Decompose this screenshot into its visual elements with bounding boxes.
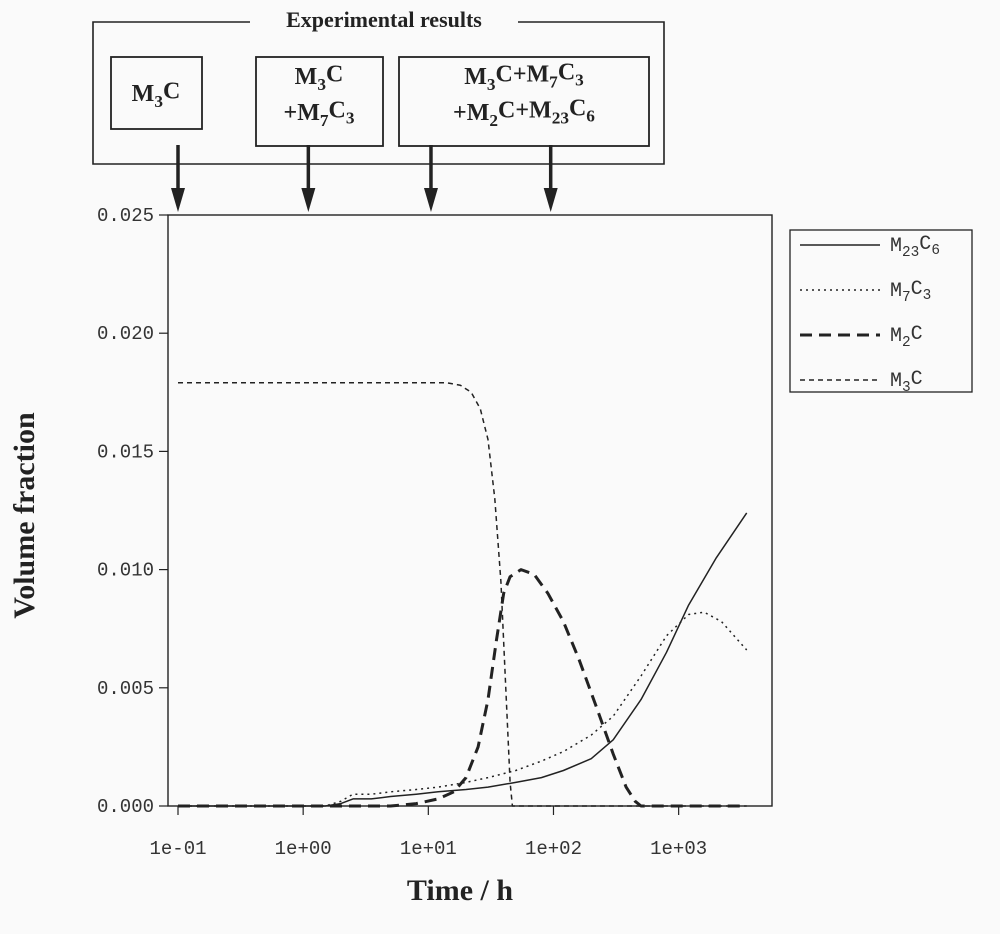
annotation-title: Experimental results [286,7,482,32]
x-tick-label: 1e+02 [525,838,582,860]
series-line-0 [178,512,748,807]
legend-label: M3C [890,368,923,396]
legend-label: M7C3 [890,278,931,306]
arrow-head-icon [423,188,438,212]
phase-box-text: M3C [132,79,181,111]
x-tick-label: 1e+03 [650,838,707,860]
phase-box-text: M3C [295,62,344,94]
experimental-results-annotation: Experimental resultsM3CM3C+M7C3M3C+M7C3+… [92,7,665,212]
series-line-3 [178,382,747,807]
legend-label: M2C [890,323,923,351]
x-tick-label: 1e+00 [275,838,332,860]
annotation-bracket [92,21,665,165]
x-tick-label: 1e-01 [149,838,206,860]
y-tick-label: 0.020 [97,323,154,345]
legend: M23C6 M7C3 M2C M3C [789,229,973,396]
phase-box-3 [398,56,650,147]
phase-box-text: +M2C+M23C6 [453,95,595,130]
arrow-head-icon [171,188,185,212]
plot-border [167,214,773,807]
series-layer [178,382,748,808]
phase-box-2 [255,56,384,147]
y-tick-label: 0.000 [97,796,154,818]
x-axis-label: Time / h [407,874,513,907]
arrow-head-icon [301,188,316,212]
y-tick-label: 0.010 [97,560,154,582]
phase-box-text: M3C+M7C3 [464,59,584,94]
y-tick-label: 0.025 [97,205,154,227]
phase-box-1 [110,56,203,130]
legend-box [789,229,973,393]
phase-box-text: +M7C3 [284,98,355,130]
legend-label: M23C6 [890,233,940,261]
y-tick-label: 0.005 [97,678,154,700]
arrow-head-icon [543,188,558,212]
series-line-1 [178,611,748,807]
y-tick-label: 0.015 [97,441,154,463]
axes: 0.000 0.005 0.010 0.015 0.020 0.025 1e-01 1e+00… [8,205,707,907]
y-axis-label: Volume fraction [8,412,41,619]
plot-area [167,214,773,807]
series-line-2 [178,568,747,808]
x-tick-label: 1e+01 [400,838,457,860]
